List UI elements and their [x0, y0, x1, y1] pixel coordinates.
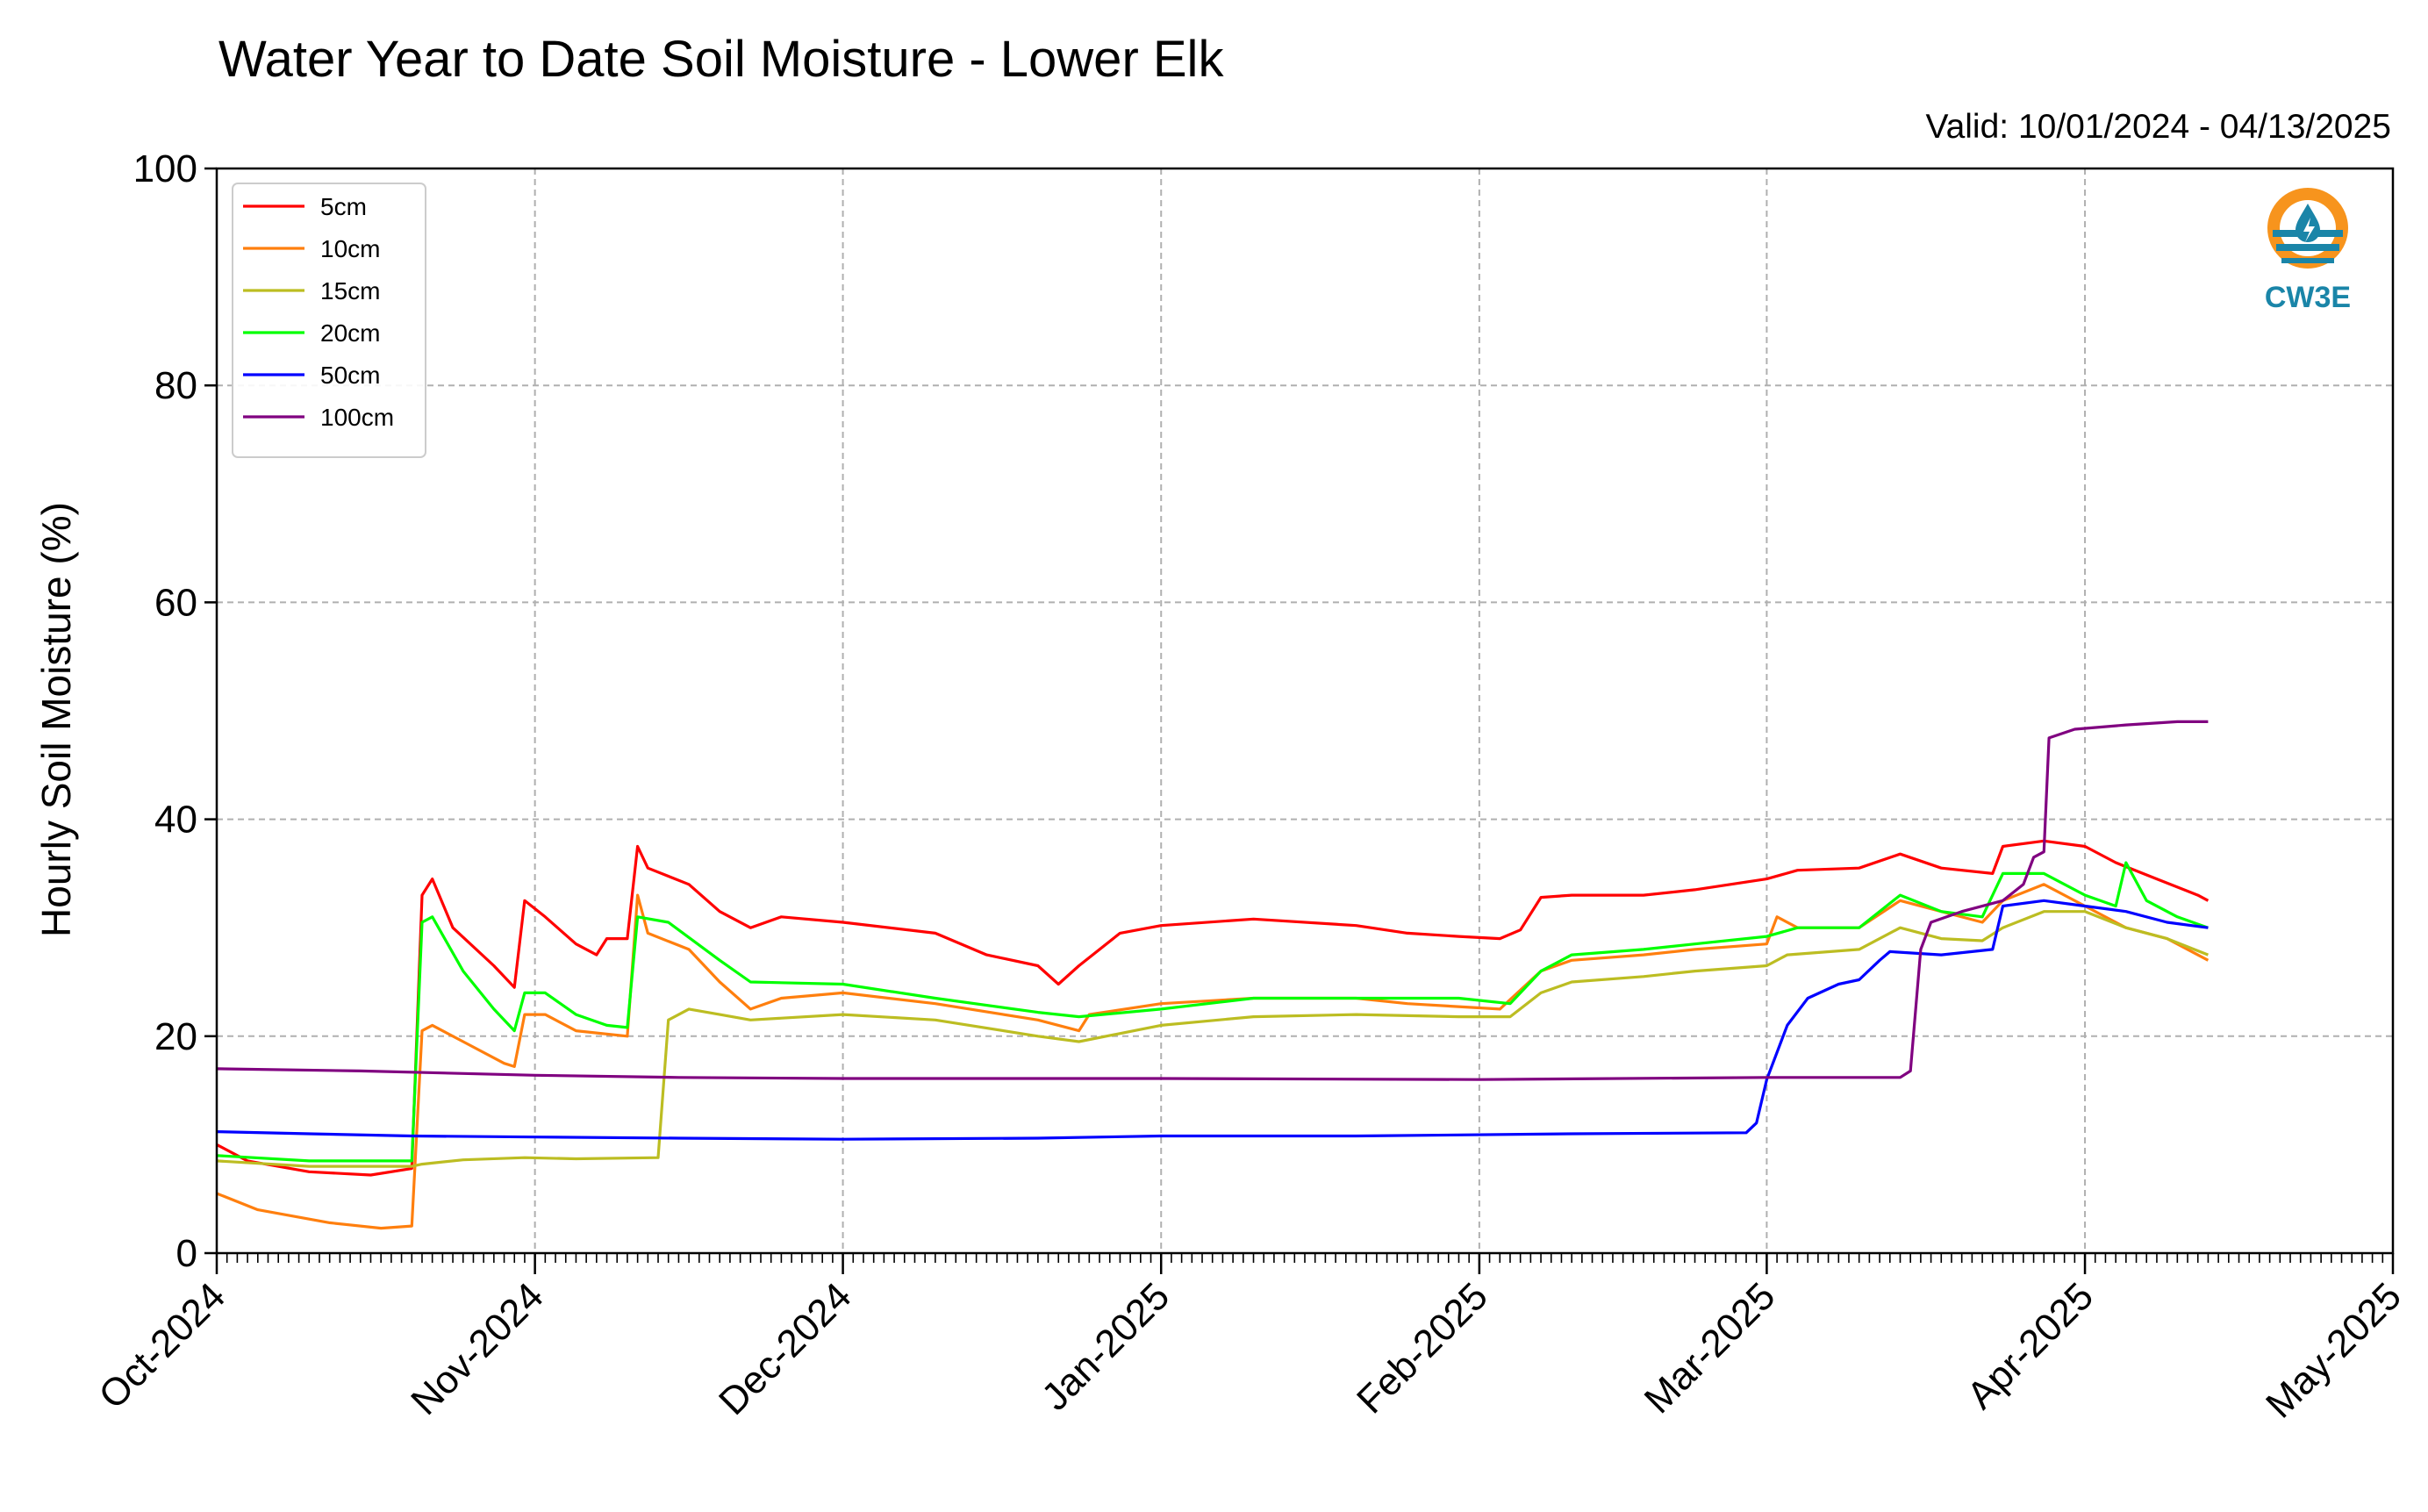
legend-label: 10cm: [320, 235, 380, 262]
series-line-10cm: [216, 883, 2210, 1230]
grid-lines: [216, 168, 2394, 1254]
series-line-20cm: [216, 861, 2209, 1163]
legend-label: 50cm: [320, 362, 380, 389]
x-tick-label: Dec-2024: [711, 1274, 860, 1423]
plot-frame: [215, 167, 2395, 1255]
y-tick-label: 100: [133, 147, 197, 190]
x-tick-label: Apr-2025: [1959, 1274, 2102, 1417]
y-tick-label: 40: [154, 799, 197, 842]
chart-subtitle: Valid: 10/01/2024 - 04/13/2025: [1925, 108, 2391, 146]
legend-box: [232, 183, 426, 458]
series-layer: [216, 720, 2210, 1230]
legend-label: 20cm: [320, 319, 380, 347]
chart-title: Water Year to Date Soil Moisture - Lower…: [218, 31, 1224, 88]
axes-layer: 0 20 40 60 80 100 Oct-2024 Nov-2024 Dec-2024 Jan-…: [90, 147, 2410, 1426]
series-line-15cm: [216, 910, 2209, 1168]
series-line-5cm: [216, 839, 2210, 1177]
x-tick-label: May-2025: [2258, 1274, 2410, 1426]
x-tick-label: Jan-2025: [1034, 1274, 1178, 1418]
x-tick-label: Mar-2025: [1637, 1274, 1784, 1422]
cw3e-logo: CW3E: [2265, 188, 2351, 314]
logo-text: CW3E: [2265, 281, 2351, 314]
legend: 5cm 10cm 15cm 20cm 50cm 100cm: [232, 183, 426, 458]
y-axis-label: Hourly Soil Moisture (%): [33, 502, 79, 937]
y-tick-label: 0: [176, 1232, 197, 1275]
y-tick-label: 80: [154, 364, 197, 407]
x-tick-label: Feb-2025: [1349, 1274, 1496, 1422]
series-line-100cm: [216, 720, 2209, 1081]
series-line-50cm: [216, 899, 2209, 1141]
legend-label: 100cm: [320, 404, 394, 431]
legend-label: 5cm: [320, 193, 367, 220]
y-tick-label: 20: [154, 1015, 197, 1058]
x-tick-label: Oct-2024: [90, 1274, 233, 1417]
y-tick-label: 60: [154, 581, 197, 624]
x-tick-label: Nov-2024: [403, 1274, 552, 1423]
legend-label: 15cm: [320, 277, 380, 305]
